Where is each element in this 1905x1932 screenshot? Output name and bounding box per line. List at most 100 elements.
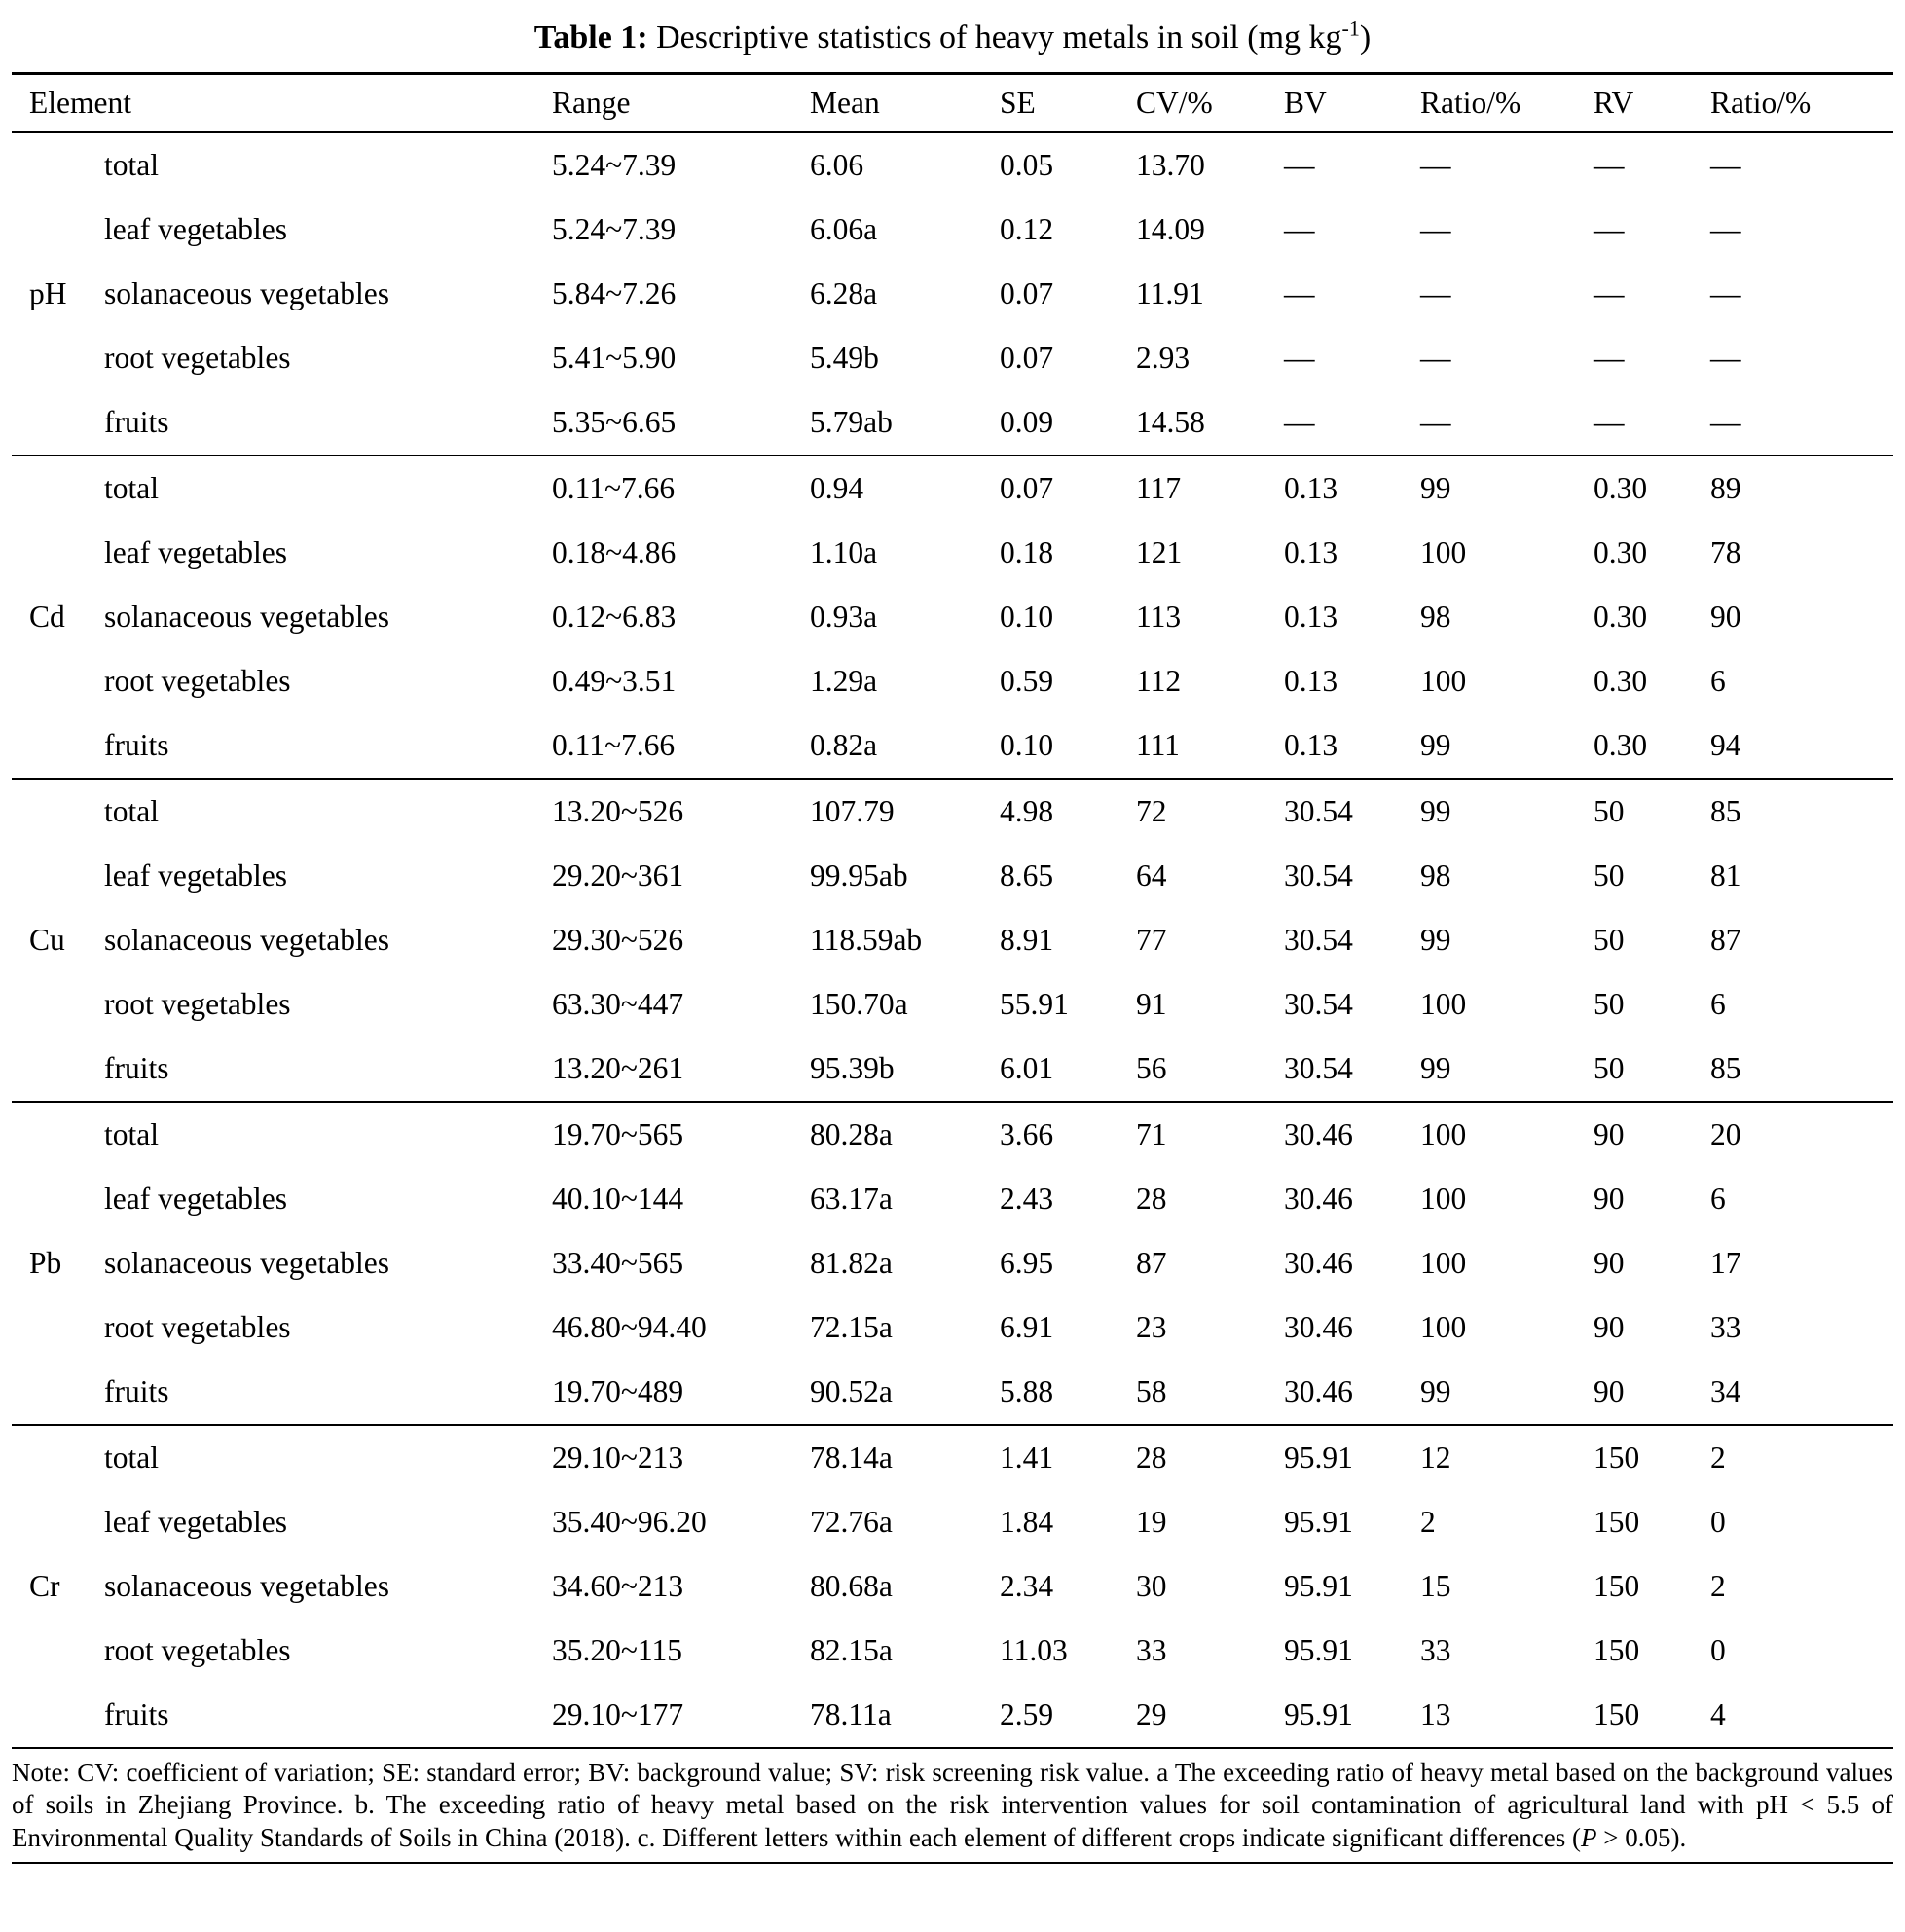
mean-cell: 6.28a (810, 276, 878, 310)
table-row: fruits 0.11~7.66 0.82a 0.10 111 0.13 99 0.30 94 (12, 713, 1893, 779)
se-cell: 0.10 (1000, 600, 1054, 634)
ratio-bv-cell: 100 (1420, 1246, 1467, 1280)
mean-cell: 80.28a (810, 1101, 1000, 1167)
element-label: Cu (12, 778, 104, 1102)
mean-cell: 6.06a (810, 212, 878, 246)
se-cell: 11.03 (1000, 1633, 1068, 1667)
se-cell: 0.18 (1000, 535, 1054, 569)
table-row: pH total 5.24~7.39 6.06 0.05 13.70 — — — — (12, 132, 1893, 310)
table-row: solanaceous vegetables 5.84~7.26 6.28a 0.07… (12, 262, 1893, 326)
cv-cell: 14.09 (1136, 212, 1205, 246)
ratio-rv-cell: 87 (1710, 923, 1741, 957)
range-cell: 19.70~565 (552, 1101, 810, 1167)
column-header-cv-: CV/% (1136, 73, 1284, 133)
element-label: Cr (12, 1424, 104, 1748)
range-cell: 29.10~213 (552, 1424, 810, 1490)
cv-cell: 87 (1136, 1246, 1167, 1280)
category-cell: fruits (104, 1374, 169, 1408)
range-cell: 5.35~6.65 (552, 405, 677, 439)
ratio-rv-cell: 4 (1710, 1697, 1726, 1732)
ratio-rv-cell: 0 (1710, 1505, 1726, 1539)
table-row: Cd total 0.11~7.66 0.94 0.07 117 0.13 99 0.30 89 (12, 455, 1893, 779)
category-cell: leaf vegetables (104, 858, 288, 893)
range-cell: 46.80~94.40 (552, 1310, 707, 1344)
rv-cell: 50 (1594, 1051, 1625, 1085)
ratio-bv-cell: 12 (1420, 1424, 1594, 1490)
ratio-bv-cell: 33 (1420, 1633, 1451, 1667)
ratio-rv-cell: 33 (1710, 1310, 1741, 1344)
rv-cell: 50 (1594, 778, 1710, 844)
note-text: Note: CV: coefficient of variation; SE: … (12, 1758, 1893, 1852)
se-cell: 6.91 (1000, 1310, 1054, 1344)
mean-cell: 1.10a (810, 535, 878, 569)
column-header-element: Element (12, 73, 552, 133)
ratio-rv-cell: 85 (1710, 1051, 1741, 1085)
table-row: leaf vegetables 5.24~7.39 6.06a 0.12 14.09 — —… (12, 198, 1893, 262)
ratio-rv-cell: 6 (1710, 664, 1726, 698)
se-cell: 6.01 (1000, 1051, 1054, 1085)
ratio-rv-cell: — (1710, 276, 1741, 310)
mean-cell: 90.52a (810, 1374, 893, 1408)
ratio-rv-cell: 34 (1710, 1374, 1741, 1408)
mean-cell: 78.11a (810, 1697, 892, 1732)
ratio-bv-cell: — (1420, 148, 1451, 182)
se-cell: 2.34 (1000, 1569, 1054, 1603)
range-cell: 5.24~7.39 (552, 148, 677, 182)
mean-cell: 0.93a (810, 600, 878, 634)
se-cell: 8.65 (1000, 858, 1054, 893)
mean-cell: 80.68a (810, 1569, 893, 1603)
table-row: solanaceous vegetables 33.40~565 81.82a 6.9… (12, 1231, 1893, 1295)
table-row: Pb total 19.70~565 80.28a 3.66 71 30.46 100 90 20 (12, 1101, 1893, 1425)
ratio-rv-cell: 90 (1710, 600, 1741, 634)
ratio-bv-cell: 99 (1420, 728, 1451, 762)
se-cell: 0.05 (1000, 148, 1054, 182)
se-cell: 55.91 (1000, 987, 1069, 1021)
cv-cell: 23 (1136, 1310, 1167, 1344)
category-cell: solanaceous vegetables (104, 276, 390, 310)
element-label: pH (29, 276, 67, 310)
se-cell: 1.41 (1000, 1424, 1136, 1490)
table-row: solanaceous vegetables 0.12~6.83 0.93a 0.10… (12, 585, 1893, 649)
column-header-bv: BV (1284, 73, 1420, 133)
ratio-rv-cell: 2 (1710, 1569, 1726, 1603)
category-cell: fruits (104, 728, 169, 762)
category-cell: root vegetables (104, 664, 291, 698)
category-cell: solanaceous vegetables (104, 1246, 390, 1280)
column-header-se: SE (1000, 73, 1136, 133)
bv-cell: 95.91 (1284, 1697, 1353, 1732)
ratio-rv-cell: 0 (1710, 1633, 1726, 1667)
rv-cell: 90 (1594, 1101, 1710, 1167)
mean-cell: 63.17a (810, 1182, 893, 1216)
cv-cell: 91 (1136, 987, 1167, 1021)
table-note: Note: CV: coefficient of variation; SE: … (12, 1757, 1893, 1865)
mean-cell: 81.82a (810, 1246, 893, 1280)
bv-cell: — (1284, 405, 1315, 439)
bv-cell: 30.54 (1284, 923, 1353, 957)
se-cell: 0.10 (1000, 728, 1054, 762)
se-cell: 0.09 (1000, 405, 1054, 439)
table-body: pH total 5.24~7.39 6.06 0.05 13.70— — — — leaf ve… (12, 132, 1893, 1748)
mean-cell: 82.15a (810, 1633, 893, 1667)
table-row: fruits 5.35~6.65 5.79ab 0.09 14.58 — — — — (12, 390, 1893, 456)
cv-cell: 117 (1136, 455, 1284, 521)
table-row: Cr total 29.10~213 78.14a 1.41 28 95.91 12 150 2 (12, 1424, 1893, 1748)
bv-cell: — (1284, 276, 1315, 310)
ratio-rv-cell: 78 (1710, 535, 1741, 569)
rv-cell: 90 (1594, 1246, 1625, 1280)
cv-cell: 111 (1136, 728, 1180, 762)
ratio-bv-cell: — (1420, 405, 1451, 439)
cv-cell: 11.91 (1136, 276, 1204, 310)
rv-cell: — (1594, 405, 1625, 439)
category-cell: total (104, 455, 552, 521)
se-cell: 2.43 (1000, 1182, 1054, 1216)
column-header-ratio--rv: Ratio/% (1710, 73, 1893, 133)
table-row: fruits 13.20~261 95.39b 6.01 56 30.54 99 50 85 (12, 1037, 1893, 1102)
note-italic-p: P (1581, 1822, 1597, 1852)
bv-cell: 0.13 (1284, 535, 1338, 569)
cv-cell: 14.58 (1136, 405, 1205, 439)
table-row: fruits 19.70~489 90.52a 5.88 58 30.46 99 90 34 (12, 1360, 1893, 1425)
bv-cell: 95.91 (1284, 1424, 1420, 1490)
ratio-bv-cell: 99 (1420, 455, 1594, 521)
ratio-bv-cell: 100 (1420, 664, 1467, 698)
se-cell: 8.91 (1000, 923, 1054, 957)
